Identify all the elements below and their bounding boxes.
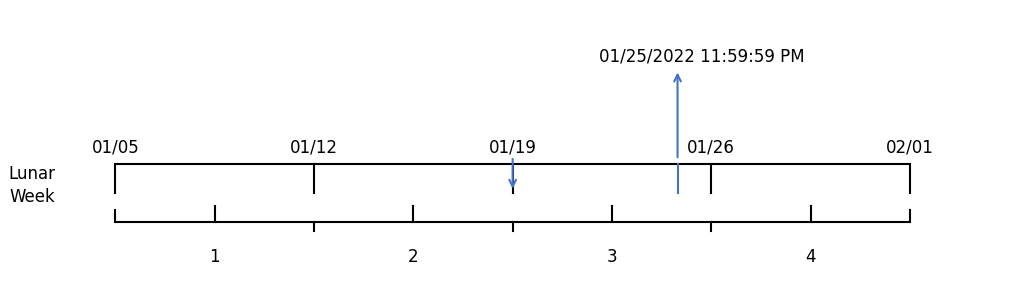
Text: 01/25/2022 11:59:59 PM: 01/25/2022 11:59:59 PM [599,48,804,66]
Text: 1: 1 [210,248,220,266]
Text: Lunar: Lunar [8,165,55,183]
Text: Week: Week [9,188,55,206]
Text: 01/12: 01/12 [290,138,338,156]
Text: 3: 3 [607,248,617,266]
Text: 4: 4 [805,248,816,266]
Text: 01/19: 01/19 [489,138,537,156]
Text: 01/05: 01/05 [92,138,139,156]
Text: 02/01: 02/01 [886,138,934,156]
Text: 01/26: 01/26 [688,138,735,156]
Text: 2: 2 [408,248,419,266]
